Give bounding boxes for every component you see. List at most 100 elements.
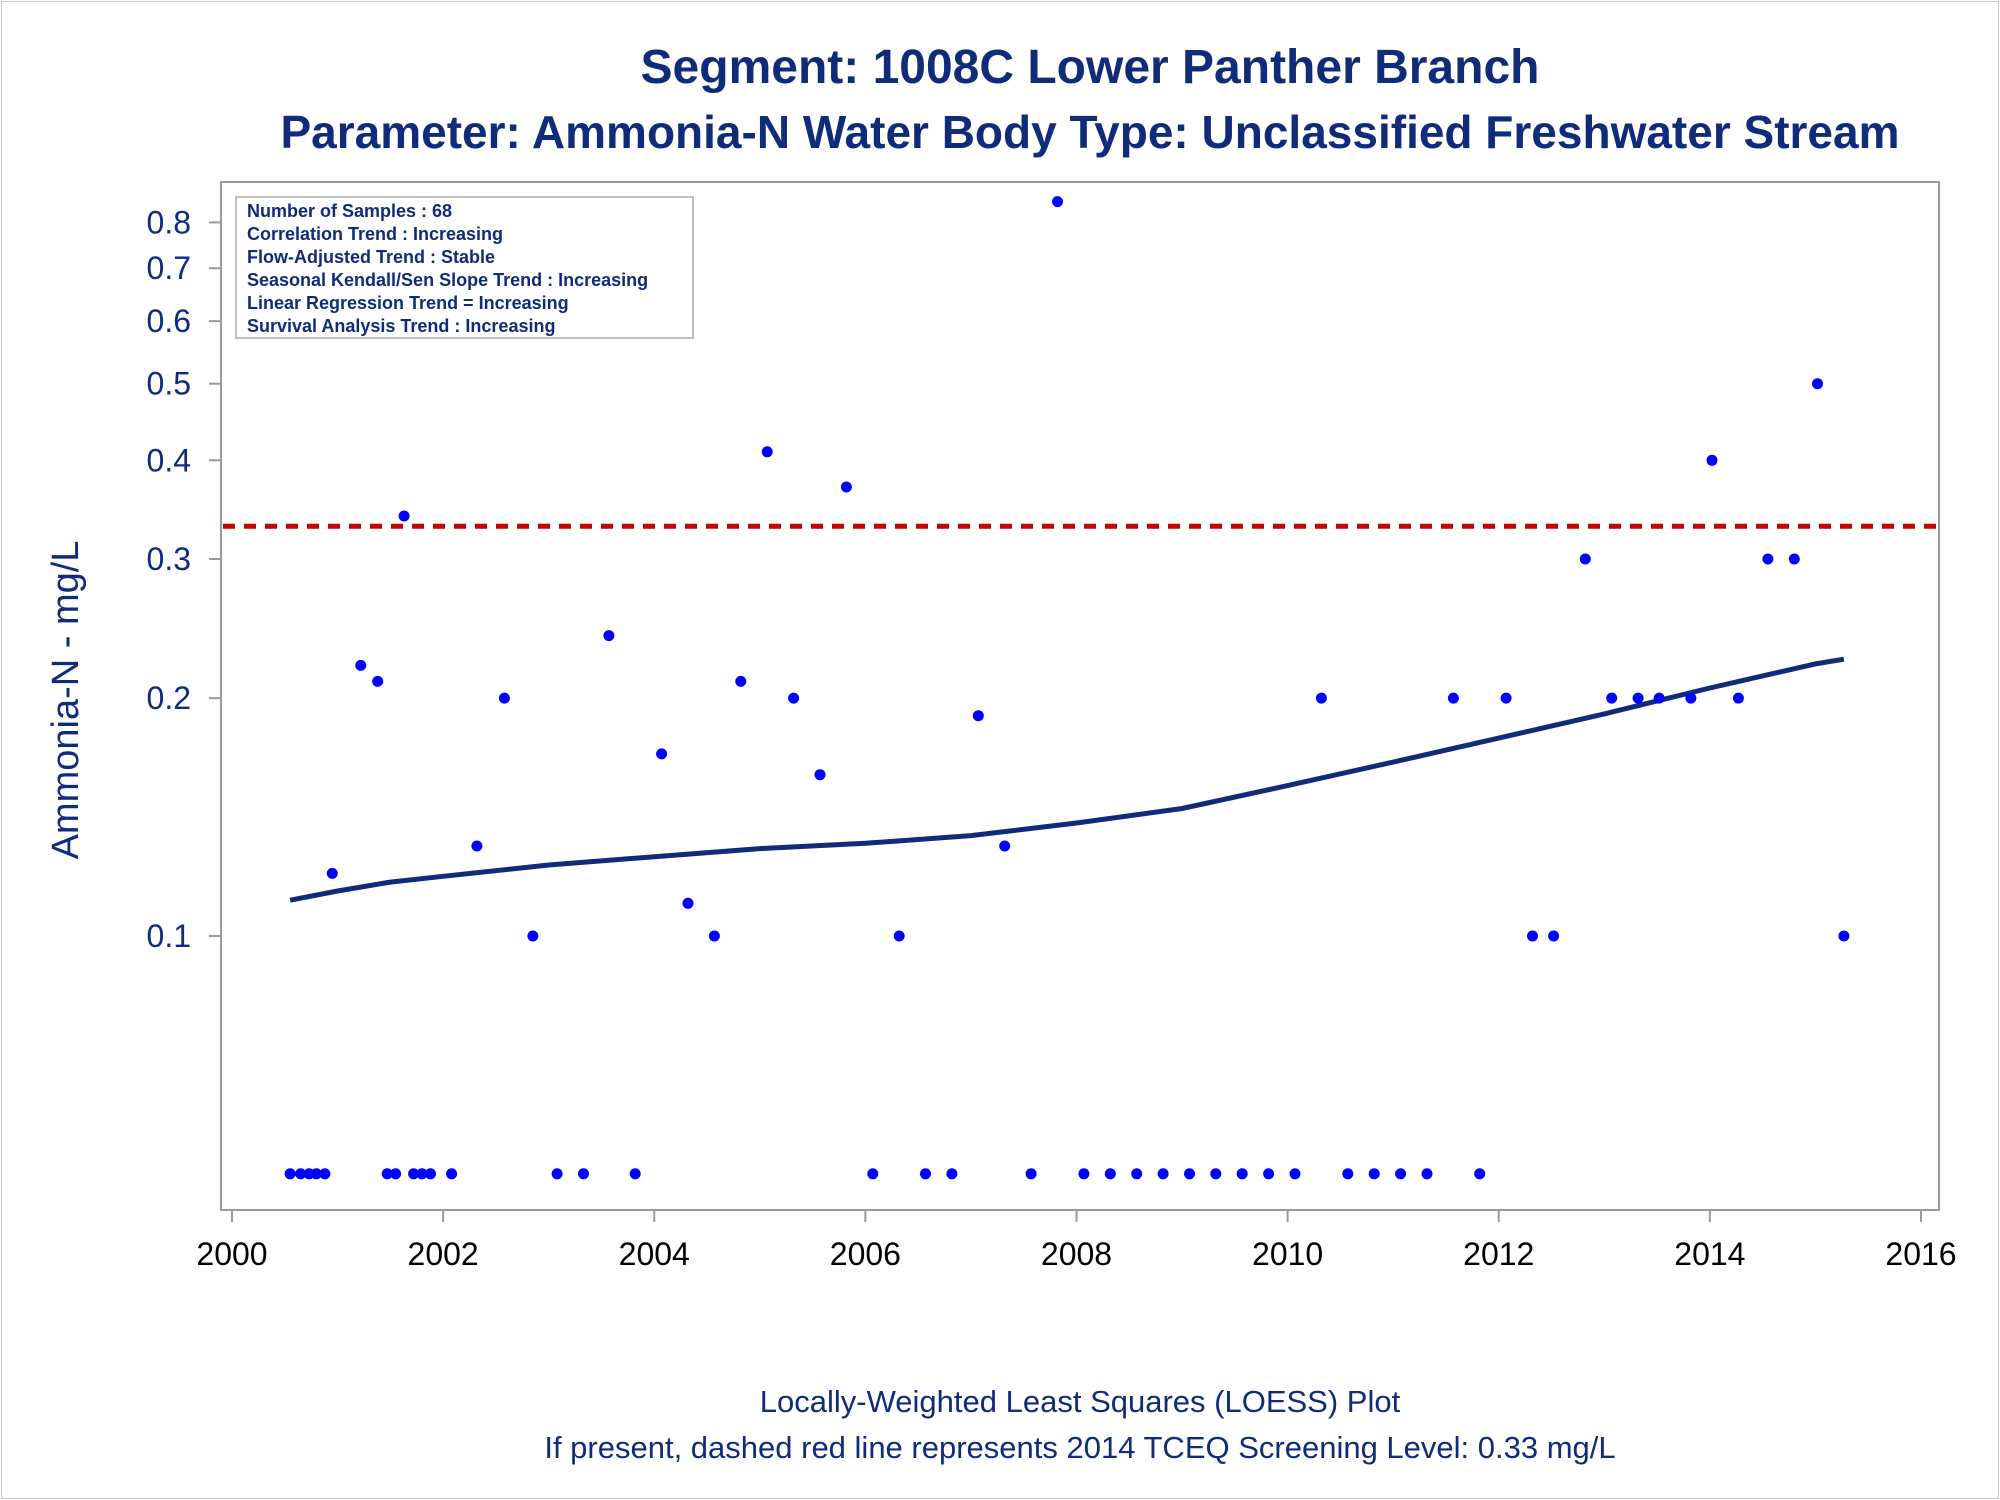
data-point (1653, 692, 1665, 704)
y-tick-label: 0.4 (147, 442, 191, 478)
data-point (1078, 1168, 1090, 1180)
y-tick-label: 0.7 (147, 250, 191, 286)
data-point (1184, 1168, 1195, 1180)
x-tick-label: 2016 (1885, 1236, 1956, 1272)
footnote-loess: Locally-Weighted Least Squares (LOESS) P… (760, 1384, 1401, 1419)
stat-seasonal-kendall: Seasonal Kendall/Sen Slope Trend : Incre… (247, 270, 648, 290)
data-point (578, 1168, 589, 1180)
x-axis: 2000 2002 2004 2006 2008 2010 2012 2014 2016 (196, 1210, 1957, 1272)
y-tick-label: 0.6 (147, 303, 191, 339)
stat-correlation: Correlation Trend : Increasing (247, 224, 503, 244)
data-point (446, 1168, 458, 1180)
x-tick-label: 2004 (619, 1236, 690, 1272)
data-point (735, 675, 747, 687)
data-point (1421, 1168, 1433, 1180)
data-point (920, 1168, 931, 1180)
data-point (372, 675, 384, 687)
data-point (682, 897, 694, 909)
y-tick-label: 0.3 (147, 541, 191, 577)
data-point (425, 1168, 436, 1180)
data-point (788, 692, 800, 704)
data-point (1342, 1168, 1354, 1180)
x-tick-label: 2010 (1252, 1236, 1323, 1272)
data-point (408, 1168, 420, 1180)
data-point (1210, 1168, 1222, 1180)
data-point (310, 1168, 322, 1180)
data-point (1263, 1168, 1275, 1180)
data-point (326, 867, 338, 879)
data-point (761, 446, 773, 458)
data-point (708, 930, 720, 942)
footnote-screening: If present, dashed red line represents 2… (544, 1430, 1615, 1465)
data-point (1838, 930, 1850, 942)
x-tick-label: 2014 (1674, 1236, 1745, 1272)
stats-box-border (235, 196, 694, 339)
x-tick-label: 2008 (1041, 1236, 1112, 1272)
data-point (1315, 692, 1327, 704)
data-point (284, 1168, 296, 1180)
data-point (999, 840, 1011, 852)
data-point (1762, 553, 1774, 565)
data-point (1632, 692, 1644, 704)
data-point (381, 1168, 393, 1180)
data-point (1474, 1168, 1486, 1180)
data-point (1104, 1168, 1116, 1180)
data-point (1548, 930, 1560, 942)
data-point (1732, 692, 1744, 704)
data-point (1500, 692, 1512, 704)
stat-flow-adjusted: Flow-Adjusted Trend : Stable (247, 247, 495, 267)
y-tick-label: 0.1 (147, 918, 191, 954)
data-point (1368, 1168, 1380, 1180)
data-point (319, 1168, 331, 1180)
data-point (1706, 454, 1718, 466)
data-point (1236, 1168, 1248, 1180)
x-tick-label: 2002 (408, 1236, 479, 1272)
stat-samples: Number of Samples : 68 (247, 201, 452, 221)
data-point (1527, 930, 1538, 942)
data-point (656, 748, 668, 760)
data-point (498, 692, 510, 704)
data-point (471, 840, 483, 852)
data-point (390, 1168, 402, 1180)
data-point (972, 710, 984, 722)
stat-survival: Survival Analysis Trend : Increasing (247, 316, 555, 336)
data-point (603, 630, 615, 642)
data-point (1579, 553, 1591, 565)
data-point (416, 1168, 428, 1180)
data-point (946, 1168, 958, 1180)
stats-box: Number of Samples : 68 Correlation Trend… (235, 196, 694, 339)
data-point (551, 1168, 563, 1180)
data-point (295, 1168, 307, 1180)
data-point (1812, 378, 1823, 390)
data-point (1025, 1168, 1037, 1180)
data-point (1606, 692, 1618, 704)
data-point (867, 1168, 879, 1180)
data-point (1447, 692, 1459, 704)
y-tick-label: 0.5 (147, 366, 191, 402)
data-point (814, 769, 826, 781)
data-point (629, 1168, 641, 1180)
data-point (1685, 692, 1697, 704)
data-point (398, 510, 410, 522)
x-tick-label: 2000 (196, 1236, 267, 1272)
data-point (355, 659, 367, 671)
data-point (1289, 1168, 1301, 1180)
y-axis-label: Ammonia-N - mg/L (45, 541, 87, 860)
loess-curve (289, 656, 1845, 903)
data-point (1157, 1168, 1169, 1180)
y-axis: 0.1 0.2 0.3 0.4 0.5 0.6 0.7 0.8 (147, 204, 221, 954)
data-point (1131, 1168, 1143, 1180)
data-point (840, 481, 852, 493)
stat-linear-regression: Linear Regression Trend = Increasing (247, 293, 569, 313)
data-point (893, 930, 905, 942)
data-point (1052, 196, 1063, 208)
chart-title: Segment: 1008C Lower Panther Branch (641, 41, 1540, 94)
plot-area (220, 181, 1940, 1211)
x-tick-label: 2006 (830, 1236, 901, 1272)
y-tick-label: 0.8 (147, 204, 191, 240)
data-point (1788, 553, 1800, 565)
data-point (527, 930, 539, 942)
y-tick-label: 0.2 (147, 680, 191, 716)
data-point (1395, 1168, 1407, 1180)
